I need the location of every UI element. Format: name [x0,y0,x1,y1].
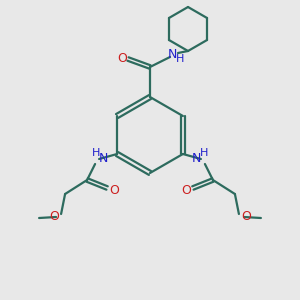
Text: H: H [176,54,184,64]
Text: O: O [241,209,251,223]
Text: N: N [192,152,202,164]
Text: O: O [49,209,59,223]
Text: H: H [92,148,100,158]
Text: N: N [167,49,177,62]
Text: O: O [117,52,127,64]
Text: H: H [200,148,208,158]
Text: O: O [109,184,119,197]
Text: O: O [181,184,191,197]
Text: N: N [98,152,108,164]
